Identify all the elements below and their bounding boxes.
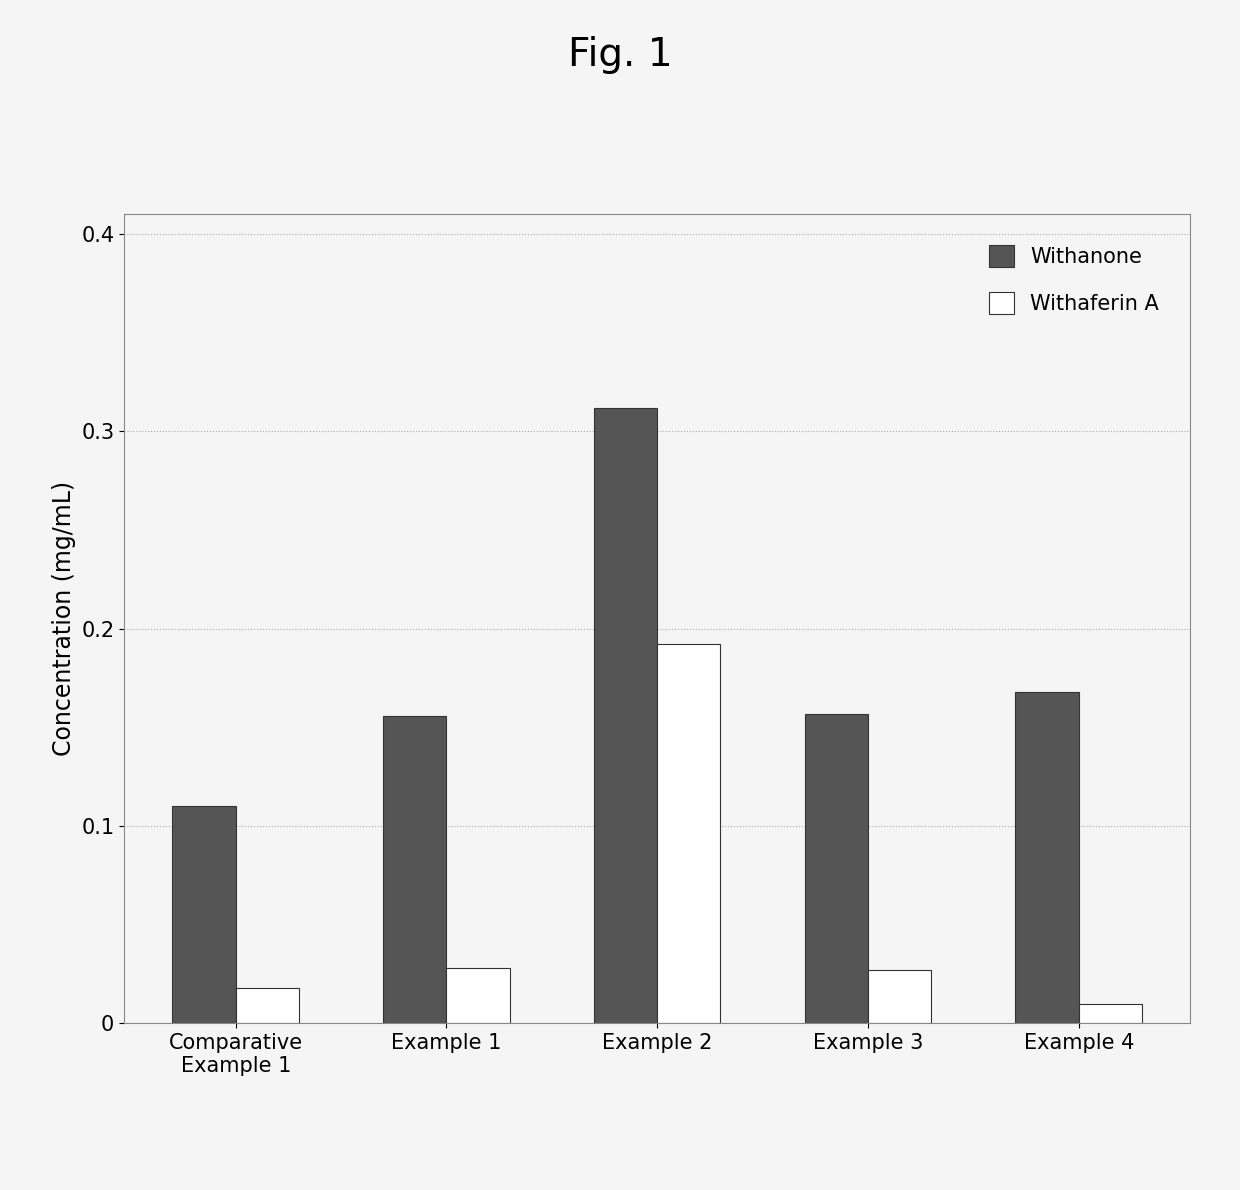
Bar <box>868 970 931 1023</box>
Bar <box>1079 1003 1142 1023</box>
Bar <box>172 807 236 1023</box>
Y-axis label: Concentration (mg/mL): Concentration (mg/mL) <box>52 481 76 757</box>
Bar <box>805 714 868 1023</box>
Bar <box>383 715 446 1023</box>
Bar <box>1016 691 1079 1023</box>
Text: Fig. 1: Fig. 1 <box>568 36 672 74</box>
Bar <box>446 969 510 1023</box>
Bar <box>236 988 299 1023</box>
Bar <box>594 408 657 1023</box>
Bar <box>657 645 720 1023</box>
Legend: Withanone, Withaferin A: Withanone, Withaferin A <box>968 225 1180 334</box>
